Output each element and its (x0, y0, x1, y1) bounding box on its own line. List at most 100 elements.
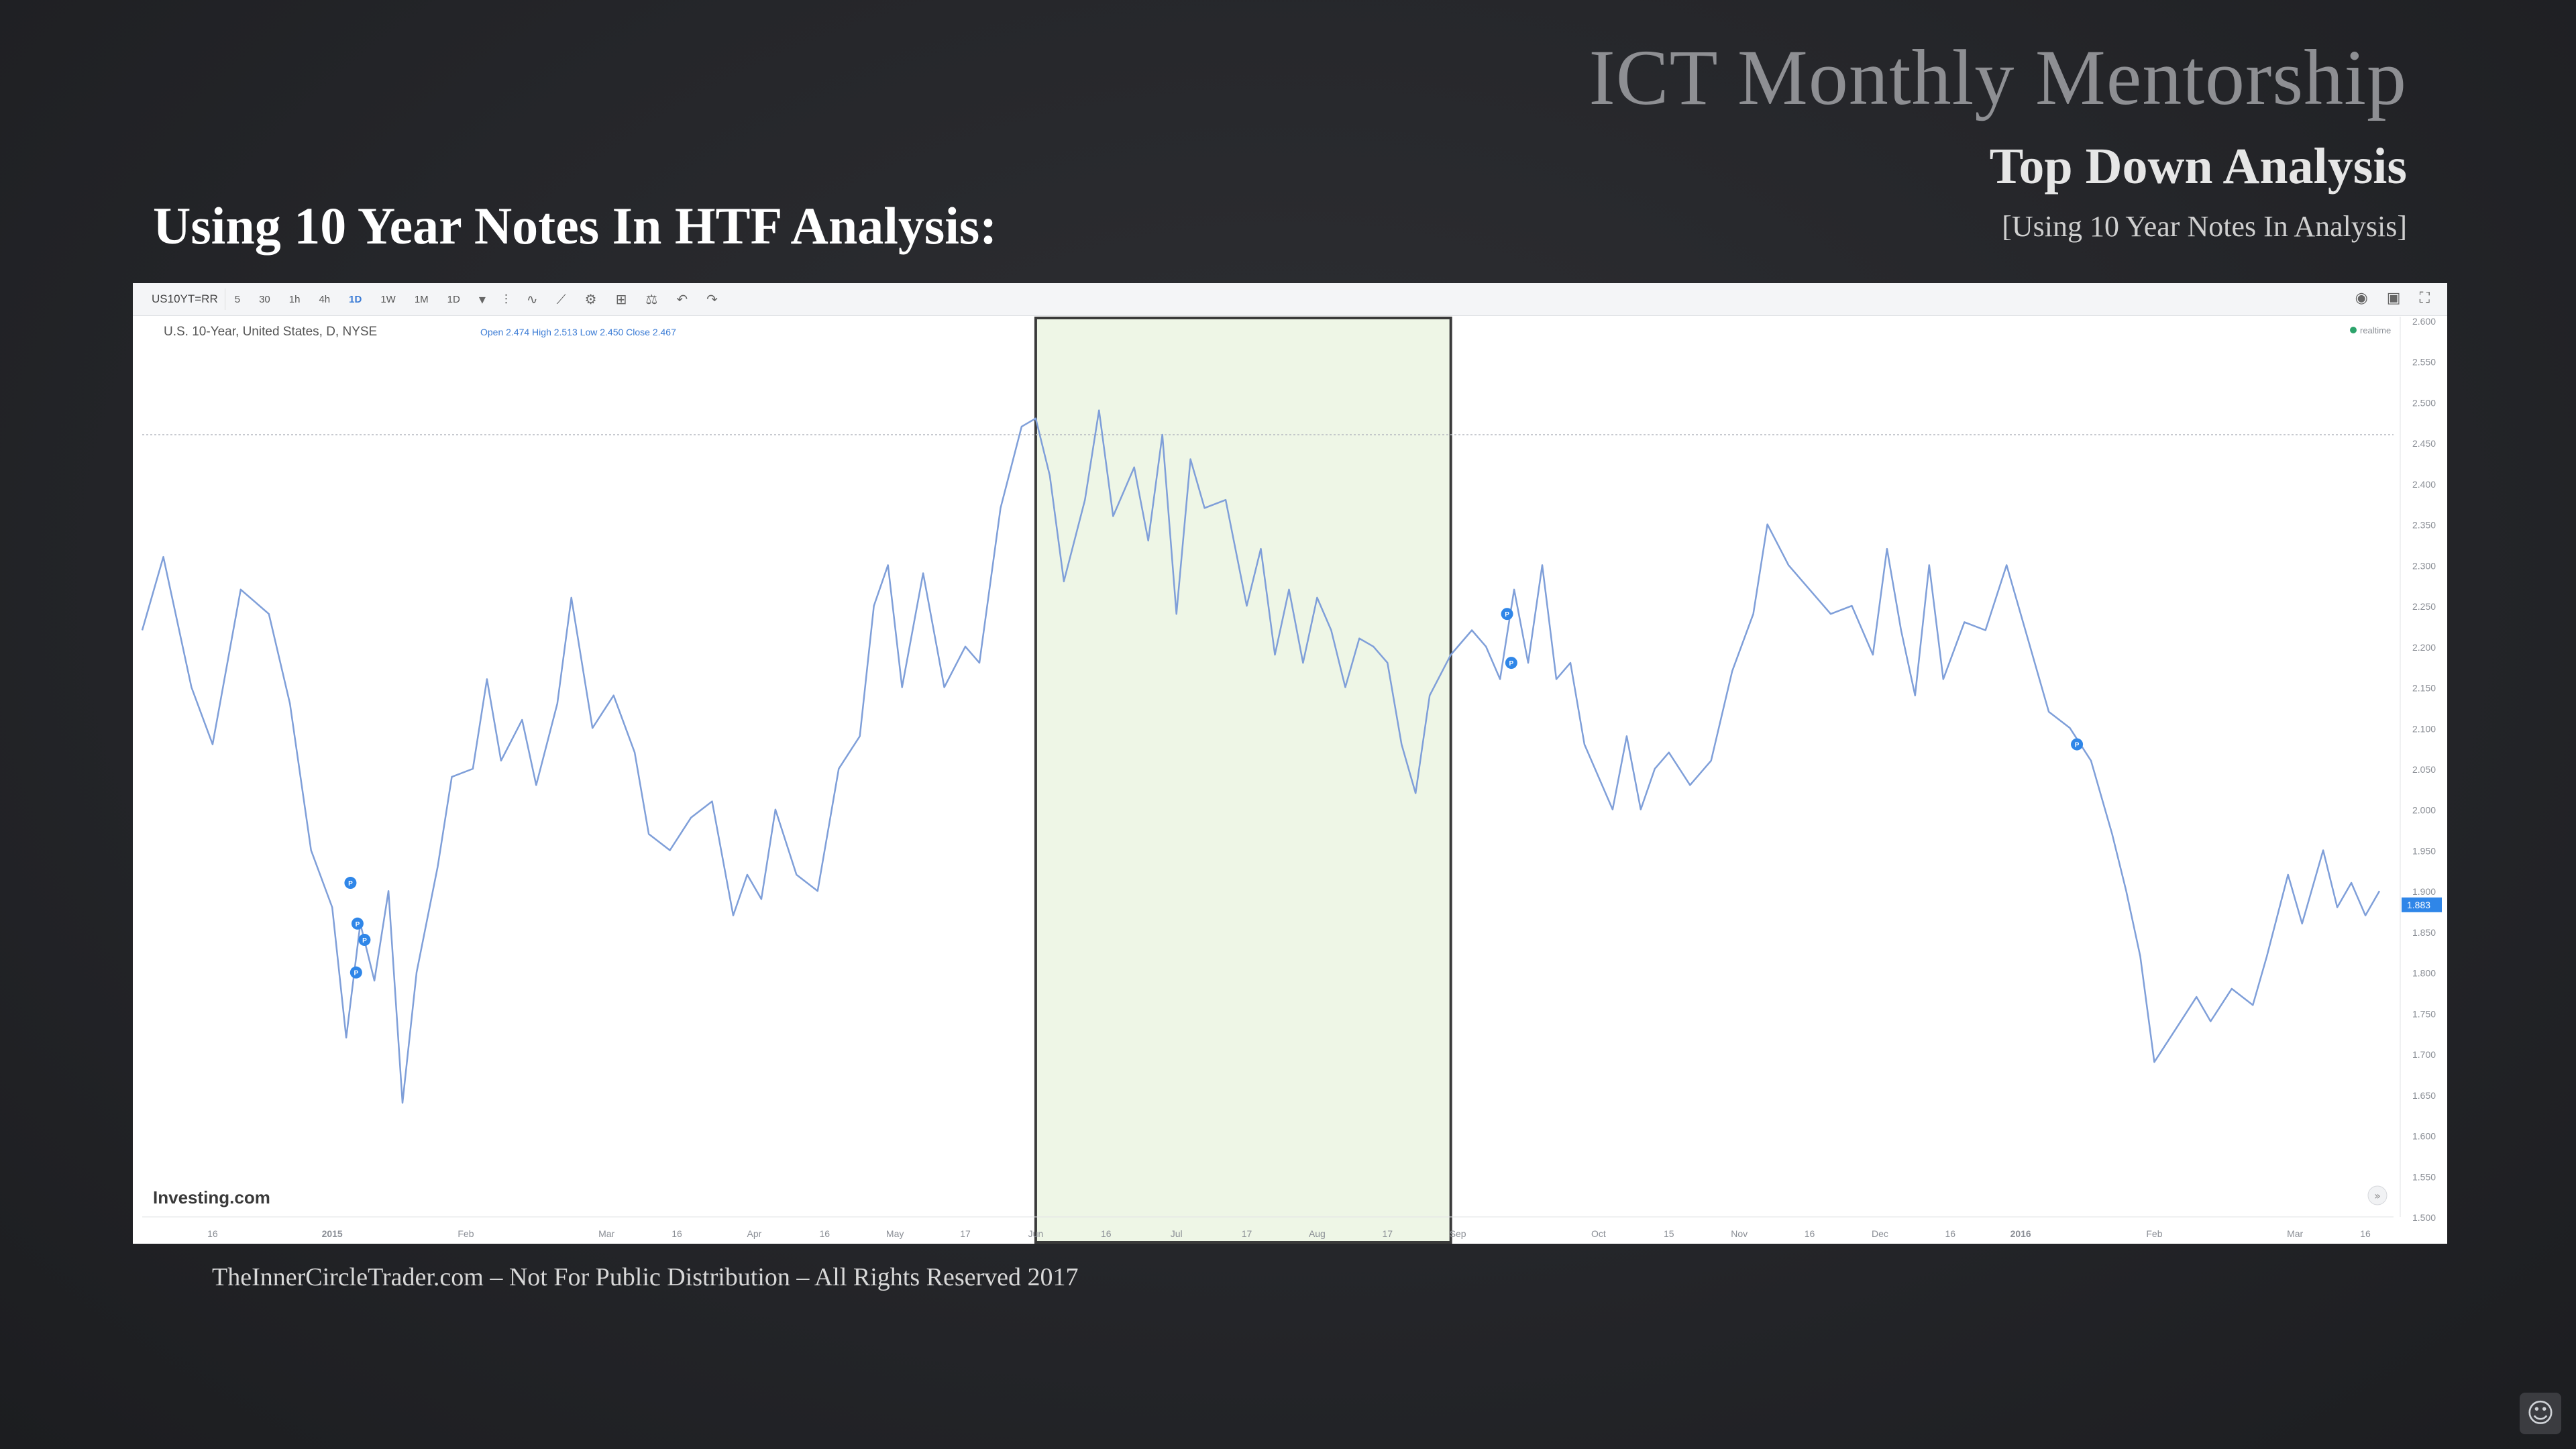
x-tick-label: 16 (2360, 1228, 2371, 1239)
x-tick-label: 17 (1242, 1228, 1252, 1239)
x-tick-label: Mar (2287, 1228, 2303, 1239)
y-tick-label: 2.300 (2412, 560, 2436, 571)
event-marker-label: P (362, 937, 367, 945)
x-tick-label: 16 (672, 1228, 682, 1239)
y-tick-label: 1.850 (2412, 927, 2436, 938)
layout-icon[interactable]: ▣ (2386, 290, 2401, 307)
x-tick-label: Oct (1591, 1228, 1606, 1239)
x-tick-label: Aug (1309, 1228, 1326, 1239)
drawing-icon[interactable]: ⟋ (556, 291, 566, 307)
x-tick-label: 2016 (2010, 1228, 2031, 1239)
y-tick-label: 1.600 (2412, 1131, 2436, 1142)
x-tick-label: Jul (1171, 1228, 1183, 1239)
event-marker (1505, 657, 1517, 669)
undo-icon[interactable]: ↶ (676, 291, 688, 307)
footer-text: TheInnerCircleTrader.com – Not For Publi… (212, 1263, 1079, 1291)
indicator-icon[interactable]: ∿ (526, 291, 538, 307)
interval-5[interactable]: 5 (234, 293, 241, 305)
y-tick-label: 1.550 (2412, 1171, 2436, 1182)
y-tick-label: 2.600 (2412, 316, 2436, 327)
x-tick-label: 15 (1664, 1228, 1674, 1239)
x-tick-label: Apr (747, 1228, 762, 1239)
bar-style-icon[interactable]: ⫶ (504, 291, 508, 307)
y-tick-label: 2.250 (2412, 601, 2436, 612)
scale-icon[interactable]: ⚖ (645, 291, 658, 307)
realtime-label: realtime (2360, 325, 2391, 335)
event-marker-label: P (354, 970, 358, 977)
compare-icon[interactable]: ⊞ (615, 291, 627, 307)
x-tick-label: 2015 (322, 1228, 343, 1239)
symbol-label[interactable]: US10YT=RR (145, 288, 225, 310)
section-note: [Using 10 Year Notes In Analysis] (2002, 210, 2407, 243)
fullscreen-icon[interactable]: ⛶ (2419, 290, 2430, 307)
ohlc-readout: Open 2.474 High 2.513 Low 2.450 Close 2.… (480, 327, 676, 337)
interval-1d[interactable]: 1D (349, 293, 362, 305)
investing-watermark: Investing.com (153, 1187, 270, 1208)
price-chart[interactable]: 2.600 2.550 2.500 2.450 2.400 2.350 2.300 2.250… (133, 283, 2447, 1244)
event-marker (1501, 608, 1513, 621)
y-tick-label: 2.550 (2412, 357, 2436, 368)
chart-frame: US10YT=RR 5 30 1h 4h 1D 1W 1M 1D ▾ ⫶ ∿ ⟋… (133, 283, 2447, 1244)
realtime-dot (2350, 327, 2357, 333)
y-tick-label: 1.500 (2412, 1212, 2436, 1223)
slide-heading: Using 10 Year Notes In HTF Analysis: (153, 197, 998, 255)
x-tick-label: May (886, 1228, 904, 1239)
x-tick-label: 17 (1382, 1228, 1393, 1239)
event-marker-label: P (2075, 742, 2080, 749)
chevron-down-icon[interactable]: ▾ (478, 291, 486, 307)
y-tick-label: 1.650 (2412, 1090, 2436, 1101)
interval-1w[interactable]: 1W (380, 293, 396, 305)
y-tick-label: 1.700 (2412, 1049, 2436, 1060)
redo-icon[interactable]: ↷ (706, 291, 718, 307)
event-marker-label: P (1505, 611, 1509, 619)
y-tick-label: 2.000 (2412, 805, 2436, 816)
interval-30[interactable]: 30 (259, 293, 270, 305)
section-subtitle: Top Down Analysis (1989, 138, 2407, 195)
x-tick-label: Nov (1731, 1228, 1748, 1239)
event-marker (2071, 738, 2084, 751)
camera-icon[interactable]: ◉ (2355, 290, 2368, 307)
last-price-tag (2402, 897, 2442, 912)
x-tick-label: 16 (1805, 1228, 1815, 1239)
interval-1m[interactable]: 1M (414, 293, 429, 305)
y-tick-label: 2.050 (2412, 764, 2436, 775)
price-line (141, 409, 2381, 1104)
last-price-label: 1.883 (2407, 900, 2430, 910)
y-tick-label: 2.200 (2412, 642, 2436, 653)
chart-toolbar: US10YT=RR 5 30 1h 4h 1D 1W 1M 1D ▾ ⫶ ∿ ⟋… (133, 283, 2447, 316)
x-tick-label: Feb (2146, 1228, 2162, 1239)
event-marker (358, 934, 371, 947)
y-tick-label: 1.950 (2412, 845, 2436, 856)
y-tick-label: 2.450 (2412, 438, 2436, 449)
y-tick-label: 2.350 (2412, 520, 2436, 531)
event-marker-label: P (356, 921, 360, 928)
x-tick-label: 17 (960, 1228, 971, 1239)
event-marker (344, 877, 357, 890)
highlight-zone (1034, 317, 1452, 1244)
interval-4h[interactable]: 4h (319, 293, 331, 305)
event-marker-label: P (1509, 660, 1514, 667)
event-marker (350, 966, 362, 979)
interval-custom[interactable]: 1D (447, 293, 460, 305)
scroll-right-button (2367, 1185, 2387, 1205)
gear-icon[interactable]: ⚙ (584, 291, 597, 307)
y-tick-label: 1.900 (2412, 886, 2436, 897)
event-marker-label: P (348, 880, 353, 888)
y-tick-label: 1.800 (2412, 968, 2436, 979)
y-tick-label: 2.400 (2412, 479, 2436, 490)
x-tick-label: 16 (1101, 1228, 1112, 1239)
y-tick-label: 2.150 (2412, 683, 2436, 694)
x-tick-label: Jun (1028, 1228, 1044, 1239)
x-tick-label: Dec (1872, 1228, 1888, 1239)
x-tick-label: 16 (1945, 1228, 1955, 1239)
chart-title: U.S. 10-Year, United States, D, NYSE (164, 325, 377, 339)
x-tick-label: Sep (1450, 1228, 1466, 1239)
x-tick-label: Feb (458, 1228, 474, 1239)
x-tick-label: Mar (598, 1228, 614, 1239)
brand-title: ICT Monthly Mentorship (1589, 34, 2407, 121)
event-marker (351, 917, 364, 930)
interval-1h[interactable]: 1h (288, 293, 301, 305)
logo-icon: ☺ (2520, 1393, 2561, 1434)
x-tick-label: 16 (207, 1228, 218, 1239)
y-tick-label: 1.750 (2412, 1008, 2436, 1019)
